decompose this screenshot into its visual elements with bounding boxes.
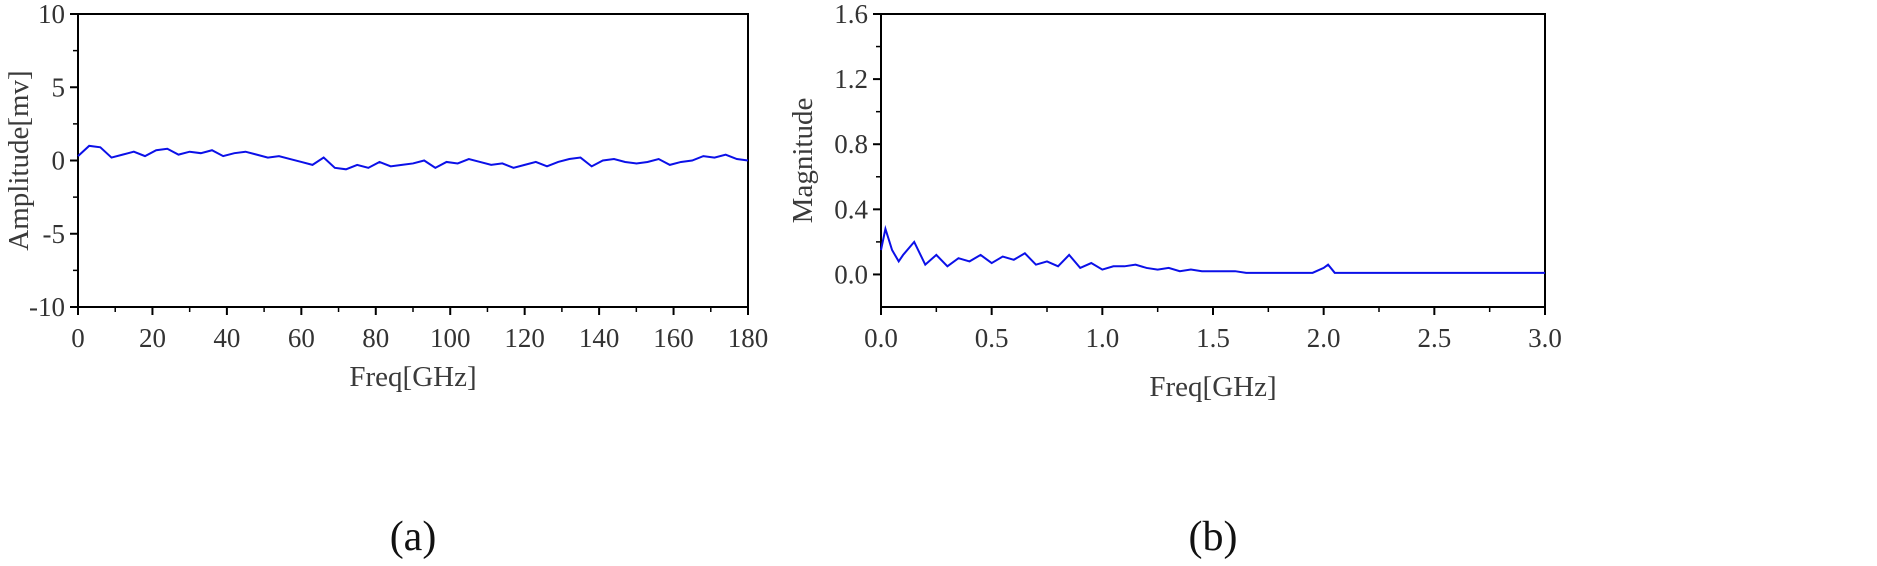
x-tick-label: 60 [288,323,315,353]
x-tick-label: 20 [139,323,166,353]
y-tick-label: 0.4 [834,194,868,224]
chart-a-x-ticks: 0 20 40 60 80 100 120 140 160 180 [71,307,768,353]
chart-a: -10 -5 0 5 10 0 20 40 60 80 100 120 140 160 180 Freq[… [3,0,768,560]
x-tick-label: 2.0 [1307,323,1341,353]
chart-a-plot-frame [77,13,749,308]
chart-b-y-ticks: 0.0 0.4 0.8 1.2 1.6 [834,0,881,289]
chart-b: 0.0 0.4 0.8 1.2 1.6 0.0 0.5 1.0 1.5 2.0 2.5 3.0 Fr… [787,0,1562,560]
chart-a-y-axis-label: Amplitude[mv] [3,70,35,250]
x-tick-label: 100 [430,323,471,353]
y-tick-label: 0.0 [834,259,868,289]
x-tick-label: 1.0 [1085,323,1119,353]
x-tick-label: 0 [71,323,85,353]
y-tick-label: -5 [43,219,66,249]
panel-label-a: (a) [390,514,437,560]
y-tick-label: 10 [38,0,65,29]
x-tick-label: 120 [504,323,545,353]
chart-a-series-line [77,144,749,171]
x-tick-label: 80 [362,323,389,353]
chart-a-y-ticks: -10 -5 0 5 10 [29,0,78,322]
chart-b-plot-frame [880,13,1546,308]
chart-b-y-axis-label: Magnitude [787,98,819,224]
x-tick-label: 180 [728,323,769,353]
y-tick-label: 5 [52,72,66,102]
x-tick-label: 40 [213,323,240,353]
chart-b-series-line [880,224,1545,274]
x-tick-label: 2.5 [1417,323,1451,353]
x-tick-label: 0.0 [864,323,898,353]
panel-label-b: (b) [1189,514,1238,560]
chart-b-x-ticks: 0.0 0.5 1.0 1.5 2.0 2.5 3.0 [864,307,1562,353]
x-tick-label: 160 [653,323,694,353]
chart-a-x-axis-label: Freq[GHz] [349,361,476,393]
y-tick-label: 0.8 [834,129,868,159]
y-tick-label: 1.2 [834,64,868,94]
y-tick-label: 0 [52,146,66,176]
y-tick-label: -10 [29,292,65,322]
chart-b-x-axis-label: Freq[GHz] [1149,371,1276,403]
y-tick-label: 1.6 [834,0,868,29]
x-tick-label: 0.5 [975,323,1009,353]
x-tick-label: 3.0 [1528,323,1562,353]
x-tick-label: 140 [579,323,620,353]
x-tick-label: 1.5 [1196,323,1230,353]
